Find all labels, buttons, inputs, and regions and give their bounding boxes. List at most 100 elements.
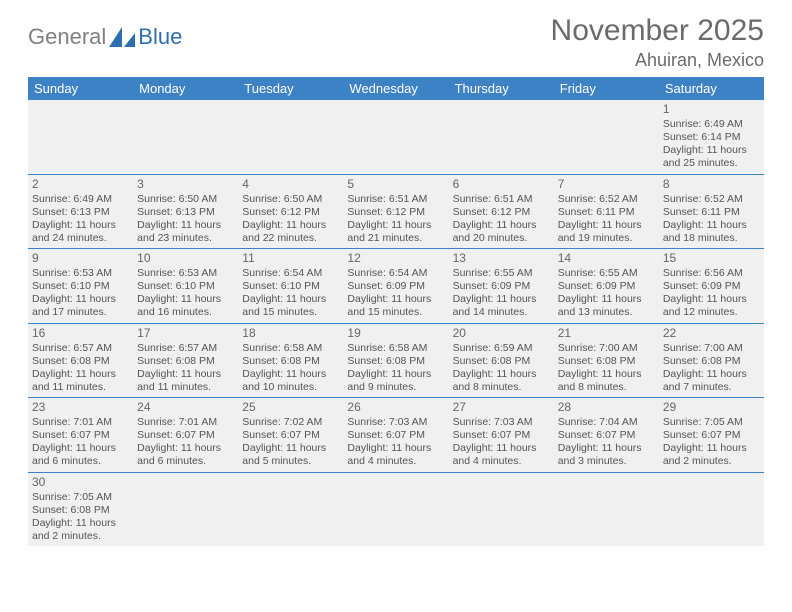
- daylight-line: Daylight: 11 hours and 14 minutes.: [453, 293, 550, 319]
- sunrise-line: Sunrise: 7:03 AM: [347, 416, 444, 429]
- sunset-line: Sunset: 6:09 PM: [663, 280, 760, 293]
- calendar-cell: 19Sunrise: 6:58 AMSunset: 6:08 PMDayligh…: [343, 323, 448, 398]
- sunset-line: Sunset: 6:08 PM: [32, 504, 129, 517]
- daylight-line: Daylight: 11 hours and 9 minutes.: [347, 368, 444, 394]
- sunset-line: Sunset: 6:09 PM: [347, 280, 444, 293]
- sunset-line: Sunset: 6:08 PM: [558, 355, 655, 368]
- sunset-line: Sunset: 6:08 PM: [137, 355, 234, 368]
- sunrise-line: Sunrise: 7:04 AM: [558, 416, 655, 429]
- day-number: 24: [137, 400, 234, 415]
- daylight-line: Daylight: 11 hours and 24 minutes.: [32, 219, 129, 245]
- daylight-line: Daylight: 11 hours and 10 minutes.: [242, 368, 339, 394]
- daylight-line: Daylight: 11 hours and 2 minutes.: [32, 517, 129, 543]
- calendar-cell: 28Sunrise: 7:04 AMSunset: 6:07 PMDayligh…: [554, 398, 659, 473]
- sunrise-line: Sunrise: 6:55 AM: [558, 267, 655, 280]
- daylight-line: Daylight: 11 hours and 11 minutes.: [137, 368, 234, 394]
- sunrise-line: Sunrise: 6:58 AM: [347, 342, 444, 355]
- daylight-line: Daylight: 11 hours and 17 minutes.: [32, 293, 129, 319]
- calendar-cell: 12Sunrise: 6:54 AMSunset: 6:09 PMDayligh…: [343, 249, 448, 324]
- page-title: November 2025: [551, 14, 764, 48]
- sunset-line: Sunset: 6:14 PM: [663, 131, 760, 144]
- day-number: 13: [453, 251, 550, 266]
- calendar-cell: 10Sunrise: 6:53 AMSunset: 6:10 PMDayligh…: [133, 249, 238, 324]
- sunrise-line: Sunrise: 7:01 AM: [137, 416, 234, 429]
- day-number: 2: [32, 177, 129, 192]
- sunrise-line: Sunrise: 7:00 AM: [663, 342, 760, 355]
- sunrise-line: Sunrise: 7:00 AM: [558, 342, 655, 355]
- calendar-cell: 1Sunrise: 6:49 AMSunset: 6:14 PMDaylight…: [659, 100, 764, 174]
- sunrise-line: Sunrise: 6:57 AM: [32, 342, 129, 355]
- daylight-line: Daylight: 11 hours and 16 minutes.: [137, 293, 234, 319]
- sunrise-line: Sunrise: 6:51 AM: [453, 193, 550, 206]
- sunset-line: Sunset: 6:11 PM: [558, 206, 655, 219]
- day-number: 11: [242, 251, 339, 266]
- sunrise-line: Sunrise: 6:59 AM: [453, 342, 550, 355]
- day-number: 25: [242, 400, 339, 415]
- sunset-line: Sunset: 6:07 PM: [242, 429, 339, 442]
- day-number: 7: [558, 177, 655, 192]
- sunrise-line: Sunrise: 6:54 AM: [347, 267, 444, 280]
- day-number: 8: [663, 177, 760, 192]
- daylight-line: Daylight: 11 hours and 6 minutes.: [32, 442, 129, 468]
- day-number: 30: [32, 475, 129, 490]
- sunset-line: Sunset: 6:10 PM: [137, 280, 234, 293]
- calendar-row: 9Sunrise: 6:53 AMSunset: 6:10 PMDaylight…: [28, 249, 764, 324]
- sunrise-line: Sunrise: 6:58 AM: [242, 342, 339, 355]
- weekday-header: Friday: [554, 77, 659, 100]
- sunrise-line: Sunrise: 6:54 AM: [242, 267, 339, 280]
- sunset-line: Sunset: 6:07 PM: [137, 429, 234, 442]
- sunset-line: Sunset: 6:13 PM: [137, 206, 234, 219]
- sunrise-line: Sunrise: 7:05 AM: [32, 491, 129, 504]
- day-number: 4: [242, 177, 339, 192]
- daylight-line: Daylight: 11 hours and 11 minutes.: [32, 368, 129, 394]
- calendar-table: SundayMondayTuesdayWednesdayThursdayFrid…: [28, 77, 764, 546]
- sunrise-line: Sunrise: 7:02 AM: [242, 416, 339, 429]
- day-number: 9: [32, 251, 129, 266]
- day-number: 22: [663, 326, 760, 341]
- brand-blue: Blue: [138, 24, 182, 50]
- daylight-line: Daylight: 11 hours and 25 minutes.: [663, 144, 760, 170]
- calendar-cell: [28, 100, 133, 174]
- calendar-cell: 30Sunrise: 7:05 AMSunset: 6:08 PMDayligh…: [28, 472, 133, 546]
- day-number: 15: [663, 251, 760, 266]
- calendar-cell: 21Sunrise: 7:00 AMSunset: 6:08 PMDayligh…: [554, 323, 659, 398]
- daylight-line: Daylight: 11 hours and 13 minutes.: [558, 293, 655, 319]
- sunset-line: Sunset: 6:12 PM: [242, 206, 339, 219]
- weekday-header: Tuesday: [238, 77, 343, 100]
- sunset-line: Sunset: 6:09 PM: [558, 280, 655, 293]
- calendar-cell: 2Sunrise: 6:49 AMSunset: 6:13 PMDaylight…: [28, 174, 133, 249]
- calendar-cell: [133, 472, 238, 546]
- calendar-cell: [449, 472, 554, 546]
- sunset-line: Sunset: 6:07 PM: [453, 429, 550, 442]
- calendar-cell: 13Sunrise: 6:55 AMSunset: 6:09 PMDayligh…: [449, 249, 554, 324]
- weekday-header: Wednesday: [343, 77, 448, 100]
- weekday-header-row: SundayMondayTuesdayWednesdayThursdayFrid…: [28, 77, 764, 100]
- calendar-row: 2Sunrise: 6:49 AMSunset: 6:13 PMDaylight…: [28, 174, 764, 249]
- daylight-line: Daylight: 11 hours and 8 minutes.: [558, 368, 655, 394]
- sunrise-line: Sunrise: 6:53 AM: [137, 267, 234, 280]
- calendar-cell: 4Sunrise: 6:50 AMSunset: 6:12 PMDaylight…: [238, 174, 343, 249]
- daylight-line: Daylight: 11 hours and 3 minutes.: [558, 442, 655, 468]
- calendar-cell: 18Sunrise: 6:58 AMSunset: 6:08 PMDayligh…: [238, 323, 343, 398]
- calendar-cell: [133, 100, 238, 174]
- daylight-line: Daylight: 11 hours and 21 minutes.: [347, 219, 444, 245]
- calendar-cell: 6Sunrise: 6:51 AMSunset: 6:12 PMDaylight…: [449, 174, 554, 249]
- day-number: 19: [347, 326, 444, 341]
- brand-general: General: [28, 24, 106, 50]
- calendar-cell: 24Sunrise: 7:01 AMSunset: 6:07 PMDayligh…: [133, 398, 238, 473]
- calendar-cell: 14Sunrise: 6:55 AMSunset: 6:09 PMDayligh…: [554, 249, 659, 324]
- calendar-cell: [238, 472, 343, 546]
- sunset-line: Sunset: 6:12 PM: [347, 206, 444, 219]
- sunset-line: Sunset: 6:08 PM: [453, 355, 550, 368]
- sunset-line: Sunset: 6:13 PM: [32, 206, 129, 219]
- sail-icon: [109, 27, 135, 47]
- calendar-cell: 9Sunrise: 6:53 AMSunset: 6:10 PMDaylight…: [28, 249, 133, 324]
- daylight-line: Daylight: 11 hours and 12 minutes.: [663, 293, 760, 319]
- daylight-line: Daylight: 11 hours and 15 minutes.: [347, 293, 444, 319]
- calendar-cell: 3Sunrise: 6:50 AMSunset: 6:13 PMDaylight…: [133, 174, 238, 249]
- calendar-cell: 7Sunrise: 6:52 AMSunset: 6:11 PMDaylight…: [554, 174, 659, 249]
- calendar-cell: [343, 472, 448, 546]
- calendar-cell: 8Sunrise: 6:52 AMSunset: 6:11 PMDaylight…: [659, 174, 764, 249]
- daylight-line: Daylight: 11 hours and 20 minutes.: [453, 219, 550, 245]
- daylight-line: Daylight: 11 hours and 6 minutes.: [137, 442, 234, 468]
